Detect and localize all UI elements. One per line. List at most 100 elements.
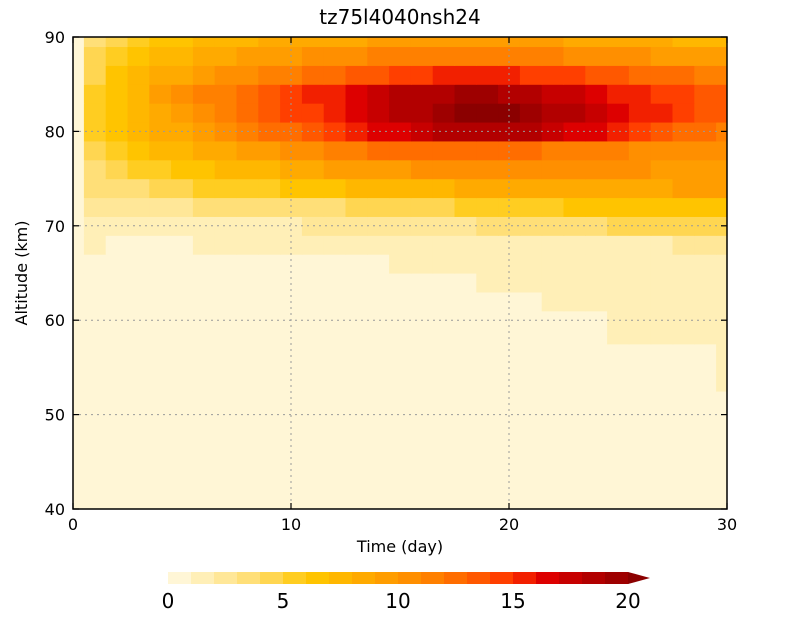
heatmap-cell bbox=[389, 84, 412, 104]
heatmap-cell bbox=[672, 291, 695, 312]
heatmap-cell bbox=[519, 216, 543, 236]
heatmap-cell bbox=[323, 235, 347, 255]
heatmap-cell bbox=[83, 291, 107, 312]
heatmap-cell bbox=[171, 46, 194, 66]
heatmap-cell bbox=[236, 438, 259, 486]
heatmap-cell bbox=[367, 485, 390, 509]
heatmap-cell bbox=[454, 84, 477, 104]
heatmap-cell bbox=[672, 254, 695, 274]
heatmap-cell bbox=[192, 310, 216, 345]
heatmap-cell bbox=[127, 291, 150, 312]
heatmap-cell bbox=[410, 103, 434, 123]
heatmap-cell bbox=[498, 235, 521, 255]
colorbar-swatch bbox=[444, 572, 468, 584]
heatmap-cell bbox=[716, 84, 727, 104]
heatmap-cell bbox=[258, 178, 281, 199]
heatmap-cell bbox=[563, 159, 586, 180]
heatmap-cell bbox=[301, 438, 325, 486]
chart-title: tz75l4040nsh24 bbox=[319, 5, 480, 29]
heatmap-cell bbox=[280, 235, 303, 255]
heatmap-cell bbox=[236, 84, 259, 104]
heatmap-cell bbox=[149, 140, 172, 161]
heatmap-cell bbox=[83, 235, 107, 255]
heatmap-cell bbox=[454, 235, 477, 255]
heatmap-cell bbox=[323, 197, 347, 217]
heatmap-cell bbox=[301, 84, 325, 104]
heatmap-cell bbox=[563, 140, 586, 161]
heatmap-cell bbox=[192, 178, 216, 199]
heatmap-cell bbox=[83, 310, 107, 345]
heatmap-cell bbox=[541, 65, 565, 85]
heatmap-cell bbox=[498, 140, 521, 161]
colorbar-swatch bbox=[214, 572, 238, 584]
heatmap-cell bbox=[476, 103, 499, 123]
heatmap-cell bbox=[323, 273, 347, 293]
heatmap-cell bbox=[454, 343, 477, 392]
heatmap-cell bbox=[607, 273, 630, 293]
heatmap-cell bbox=[127, 103, 150, 123]
heatmap-cell bbox=[410, 310, 434, 345]
heatmap-cell bbox=[258, 273, 281, 293]
heatmap-cell bbox=[585, 197, 608, 217]
heatmap-cell bbox=[563, 235, 586, 255]
heatmap-cell bbox=[628, 103, 652, 123]
heatmap-cell bbox=[389, 197, 412, 217]
heatmap-cell bbox=[192, 254, 216, 274]
heatmap-cell bbox=[192, 159, 216, 180]
heatmap-cell bbox=[127, 254, 150, 274]
heatmap-cell bbox=[389, 178, 412, 199]
heatmap-cell bbox=[214, 159, 238, 180]
heatmap-cell bbox=[672, 121, 695, 142]
heatmap-cell bbox=[694, 485, 717, 509]
heatmap-cell bbox=[323, 485, 347, 509]
y-axis-label: Altitude (km) bbox=[12, 221, 31, 326]
heatmap-cell bbox=[171, 197, 194, 217]
colorbar-tick-label: 10 bbox=[385, 589, 410, 613]
heatmap-cell bbox=[280, 65, 303, 85]
heatmap-cell bbox=[432, 84, 456, 104]
heatmap-cell bbox=[410, 46, 434, 66]
heatmap-cell bbox=[585, 46, 608, 66]
heatmap-cell bbox=[171, 65, 194, 85]
heatmap-cell bbox=[105, 254, 129, 274]
heatmap-cell bbox=[541, 159, 565, 180]
heatmap-cell bbox=[607, 121, 630, 142]
heatmap-cell bbox=[498, 438, 521, 486]
heatmap-cell bbox=[171, 438, 194, 486]
heatmap-cell bbox=[694, 140, 717, 161]
heatmap-cell bbox=[672, 84, 695, 104]
heatmap-cell bbox=[607, 46, 630, 66]
heatmap-cell bbox=[214, 216, 238, 236]
x-tick-label: 10 bbox=[281, 515, 301, 534]
colorbar-swatch bbox=[260, 572, 284, 584]
heatmap-cell bbox=[280, 485, 303, 509]
heatmap-cell bbox=[694, 391, 717, 439]
colorbar-tick-labels: 0 5 10 15 20 bbox=[162, 589, 641, 613]
heatmap-cell bbox=[563, 291, 586, 312]
heatmap-cell bbox=[694, 197, 717, 217]
heatmap-cell bbox=[672, 235, 695, 255]
heatmap-cell bbox=[432, 197, 456, 217]
heatmap-cell bbox=[258, 103, 281, 123]
heatmap-cell bbox=[105, 159, 129, 180]
heatmap-cell bbox=[280, 254, 303, 274]
heatmap-cell bbox=[127, 438, 150, 486]
heatmap-cell bbox=[83, 343, 107, 392]
heatmap-cell bbox=[716, 37, 727, 48]
heatmap-cell bbox=[650, 291, 674, 312]
heatmap-cell bbox=[83, 178, 107, 199]
heatmap-cell bbox=[650, 84, 674, 104]
heatmap-cell bbox=[127, 391, 150, 439]
heatmap-cell bbox=[73, 291, 85, 312]
heatmap-cell bbox=[454, 197, 477, 217]
heatmap-cell bbox=[585, 140, 608, 161]
heatmap-cell bbox=[628, 291, 652, 312]
heatmap-cell bbox=[563, 84, 586, 104]
heatmap-cell bbox=[432, 254, 456, 274]
heatmap-cell bbox=[454, 37, 477, 48]
heatmap-cell bbox=[258, 140, 281, 161]
heatmap-cell bbox=[476, 140, 499, 161]
heatmap-cell bbox=[476, 235, 499, 255]
heatmap-cell bbox=[607, 485, 630, 509]
heatmap-cell bbox=[694, 46, 717, 66]
